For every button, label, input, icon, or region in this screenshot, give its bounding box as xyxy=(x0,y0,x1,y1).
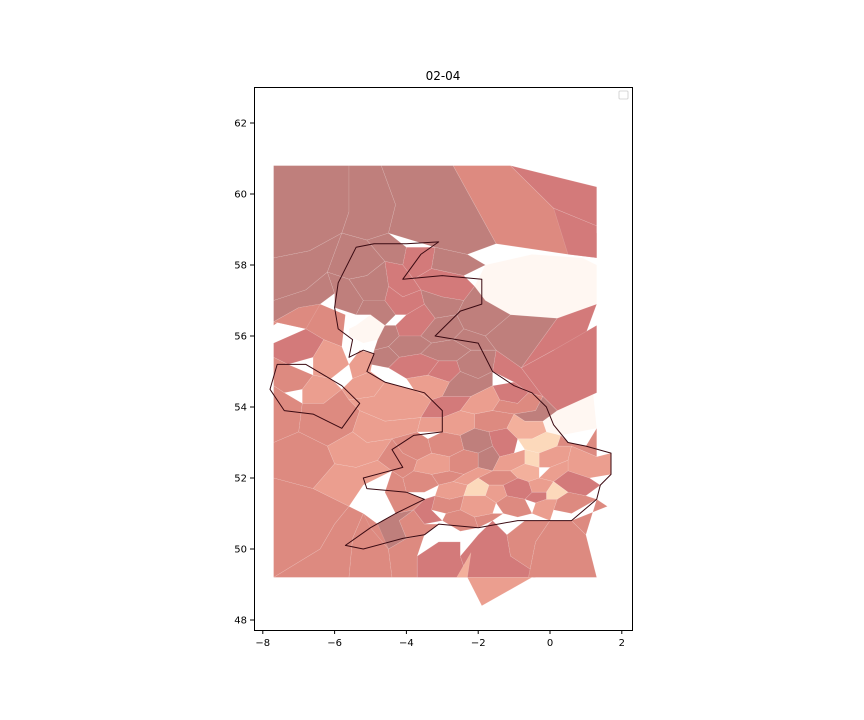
region-cell xyxy=(474,513,505,529)
x-tick-label: 0 xyxy=(547,638,553,649)
region-cell xyxy=(485,484,508,504)
region-cell xyxy=(431,246,487,276)
x-tick-label: −4 xyxy=(399,638,414,649)
region-cell xyxy=(553,207,598,259)
y-axis: 48 50 52 54 56 58 60 62 xyxy=(234,119,254,627)
region-cell xyxy=(524,491,547,504)
chart-title: 02-04 xyxy=(426,69,461,83)
region-cell xyxy=(384,285,425,316)
region-cell xyxy=(363,513,389,550)
region-cell xyxy=(348,314,386,344)
region-cell xyxy=(484,314,558,369)
x-tick-label: −6 xyxy=(327,638,342,649)
y-tick-label: 50 xyxy=(234,545,247,556)
y-tick-label: 60 xyxy=(234,190,247,201)
region-cell xyxy=(474,254,598,319)
region-cell xyxy=(298,388,361,447)
y-tick-label: 54 xyxy=(234,403,247,414)
great-britain-outline xyxy=(334,241,612,550)
plot-area xyxy=(269,165,612,607)
region-cell xyxy=(273,271,335,323)
coastline-outline xyxy=(269,241,612,550)
voronoi-cells xyxy=(272,165,612,607)
axes-frame xyxy=(254,87,633,631)
x-tick-label: −8 xyxy=(255,638,270,649)
region-cell xyxy=(456,285,512,337)
x-tick-label: 2 xyxy=(619,638,625,649)
legend-box xyxy=(618,90,629,100)
y-tick-label: 58 xyxy=(234,261,247,272)
region-cell xyxy=(466,577,534,607)
region-cell xyxy=(427,360,461,383)
region-cell xyxy=(366,232,407,266)
region-cell xyxy=(456,552,472,578)
region-cell xyxy=(272,303,321,330)
y-tick-label: 48 xyxy=(234,616,247,627)
y-tick-label: 56 xyxy=(234,332,247,343)
x-axis: −8 −6 −4 −2 0 2 xyxy=(255,630,625,649)
y-tick-label: 52 xyxy=(234,474,247,485)
y-tick-label: 62 xyxy=(234,119,247,130)
x-tick-label: −2 xyxy=(471,638,486,649)
ireland-outline xyxy=(269,363,361,429)
